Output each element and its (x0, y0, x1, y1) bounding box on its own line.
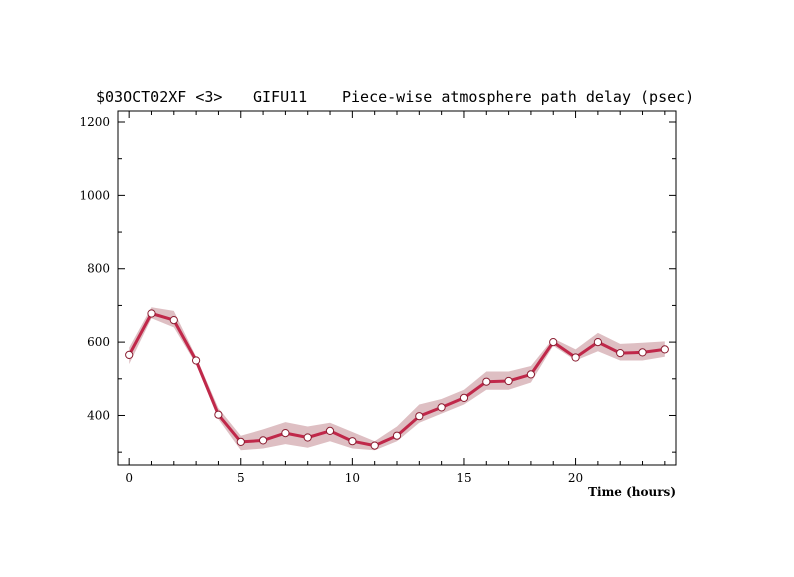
data-point (303, 433, 312, 442)
chart-title-part-1: $03OCT02XF <3> (96, 88, 222, 106)
data-point (437, 403, 446, 412)
y-tick-label: 600 (87, 335, 110, 349)
x-tick-label: 5 (237, 471, 245, 485)
data-point (459, 393, 469, 402)
data-point (504, 376, 513, 386)
data-point (236, 437, 245, 446)
data-point (549, 338, 558, 347)
chart-title-part-2: GIFU11 (253, 88, 307, 106)
data-point (192, 356, 201, 365)
y-tick-label: 400 (87, 408, 110, 422)
x-tick-label: 10 (345, 471, 360, 485)
y-tick-label: 1200 (79, 115, 110, 129)
data-point (370, 441, 379, 450)
uncertainty-band-layer (129, 307, 665, 451)
data-point (638, 348, 647, 357)
axis-tick-labels: 0 5 10 15 20 400 600 800 1000 1200 (79, 115, 583, 485)
data-point (214, 410, 223, 419)
x-tick-label: 20 (568, 471, 583, 485)
plot-frame (117, 110, 677, 466)
data-point (348, 437, 357, 446)
data-point (392, 431, 402, 440)
data-point (259, 436, 268, 445)
data-point (125, 350, 134, 359)
data-point (526, 370, 536, 379)
data-point (281, 429, 290, 438)
data-point (482, 377, 491, 386)
data-point (660, 345, 669, 354)
axis-ticks (118, 111, 676, 465)
x-tick-label: 15 (456, 471, 471, 485)
data-point (325, 426, 335, 435)
data-point (147, 309, 156, 318)
data-point (616, 349, 625, 358)
x-tick-label: 0 (125, 471, 133, 485)
x-axis-label: Time (hours) (588, 485, 676, 499)
uncertainty-band-0 (129, 307, 665, 451)
chart-title-part-3: Piece-wise atmosphere path delay (psec) (342, 88, 694, 106)
y-tick-label: 1000 (79, 188, 110, 202)
data-point-layer (125, 309, 669, 450)
data-point (415, 412, 424, 421)
series-line-layer (127, 312, 665, 448)
y-tick-label: 800 (87, 262, 110, 276)
data-point (169, 316, 178, 325)
series-line-0 (127, 312, 665, 448)
data-point (593, 338, 603, 347)
data-point (571, 353, 580, 362)
